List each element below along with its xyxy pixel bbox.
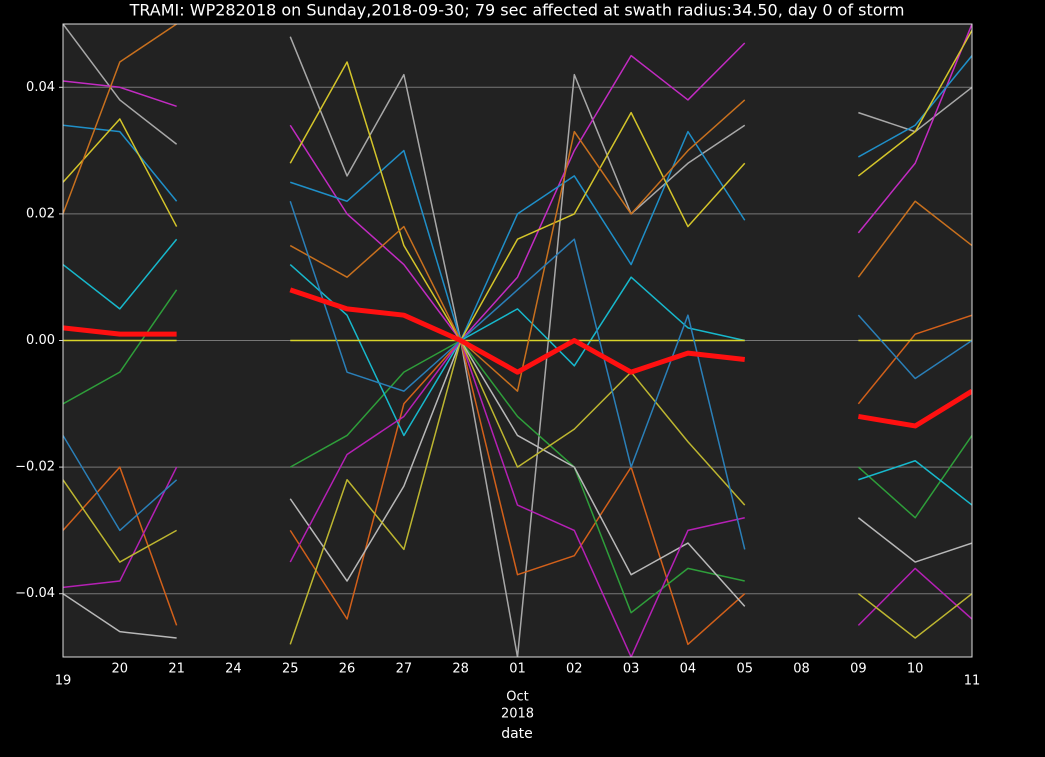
series-line <box>63 339 972 645</box>
series-line <box>63 24 972 392</box>
y-tick-label: −0.04 <box>15 586 55 601</box>
x-tick-label: 27 <box>396 662 413 677</box>
x-tick-label: 10 <box>907 662 924 677</box>
x-tick-label: 02 <box>566 662 583 677</box>
x-tick-label: 21 <box>168 662 185 677</box>
x-axis-label: date <box>501 726 533 742</box>
plot-frame <box>62 23 973 658</box>
x-tick-label: 26 <box>339 662 356 677</box>
x-tick-label: 25 <box>282 662 299 677</box>
chart-title: TRAMI: WP282018 on Sunday,2018-09-30; 79… <box>129 1 905 20</box>
y-tick-label: 0.02 <box>26 206 55 221</box>
series-line <box>63 314 972 646</box>
series-line <box>63 201 972 550</box>
series-line <box>63 24 972 342</box>
x-month-label: Oct <box>506 690 528 705</box>
x-tick-label: 03 <box>623 662 640 677</box>
series-line <box>63 339 972 639</box>
x-tick-label: 09 <box>850 662 867 677</box>
series-line <box>63 289 972 614</box>
series-line <box>63 55 972 342</box>
series-line <box>63 287 972 429</box>
x-tick-label: 28 <box>452 662 469 677</box>
x-tick-label: 20 <box>112 662 129 677</box>
y-tick-label: 0.04 <box>26 80 55 95</box>
x-tick-label: 11 <box>964 674 981 689</box>
x-tick-label: 01 <box>509 662 526 677</box>
series-line <box>63 339 972 657</box>
y-tick-label: 0.00 <box>26 333 55 348</box>
lines <box>63 24 972 657</box>
x-tick-label: 24 <box>225 662 242 677</box>
series-line <box>63 238 972 506</box>
x-tick-label: 19 <box>55 674 72 689</box>
x-year-label: 2018 <box>501 707 534 722</box>
y-tick-label: −0.02 <box>15 460 55 475</box>
x-tick-label: 04 <box>680 662 697 677</box>
x-tick-label: 08 <box>793 662 810 677</box>
x-tick-label: 05 <box>736 662 753 677</box>
